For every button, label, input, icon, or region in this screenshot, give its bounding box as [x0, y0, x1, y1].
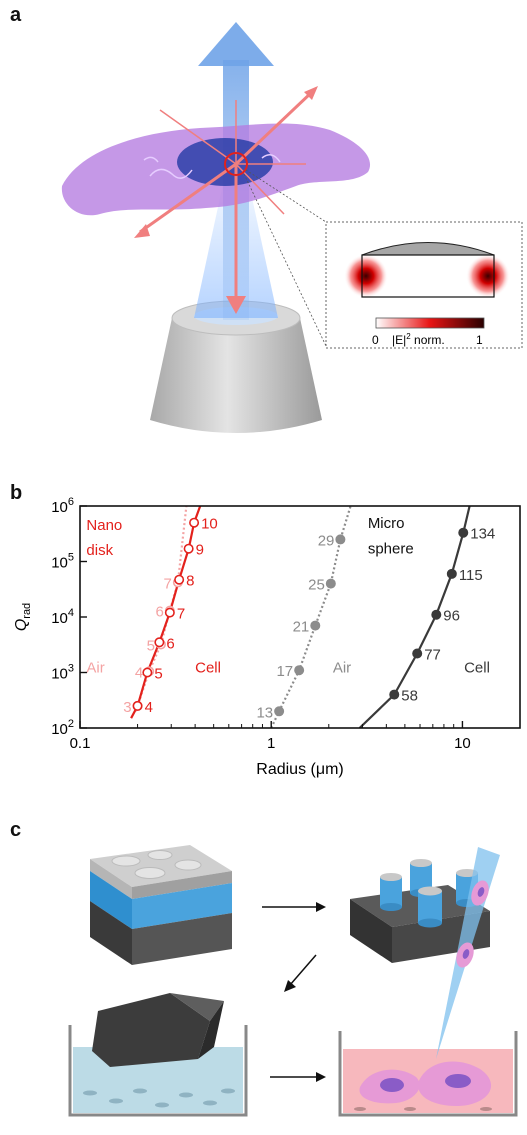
y-tick-label: 104 — [51, 607, 74, 627]
x-tick-label: 10 — [454, 735, 471, 752]
fabrication-steps-illustration — [68, 845, 518, 1117]
series-1-point — [154, 637, 165, 648]
panel-label-a: a — [10, 4, 22, 26]
series-2-point — [310, 620, 321, 631]
series-1-point — [132, 700, 143, 711]
y-tick-label: 102 — [51, 718, 74, 738]
chart-annotation: sphere — [368, 540, 414, 557]
series-3-point — [431, 609, 442, 620]
x-tick-label: 1 — [267, 735, 275, 752]
series-2-point-label: 13 — [256, 704, 273, 721]
panel-label-b: b — [10, 482, 23, 504]
x-axis-label: Radius (μm) — [256, 761, 343, 778]
chart-annotation: Air — [86, 660, 104, 677]
series-0-point-label: 3 — [123, 699, 131, 716]
series-3-point-label: 96 — [443, 608, 460, 625]
series-0-point-label: 5 — [147, 637, 155, 654]
series-3-point — [389, 689, 400, 700]
intensity-colorbar — [375, 317, 485, 329]
chart-annotation: Cell — [464, 660, 490, 677]
series-1-point-label: 4 — [145, 699, 153, 716]
series-1-point — [164, 607, 175, 618]
series-2-point — [294, 665, 305, 676]
series-2-point — [335, 534, 346, 545]
series-0-point-label: 4 — [135, 664, 143, 681]
series-1-point-label: 7 — [177, 606, 185, 623]
series-1-point-label: 8 — [186, 573, 194, 590]
optical-setup-illustration: 0 |E|2 norm. 1 — [61, 22, 523, 433]
series-3-point-label: 58 — [401, 688, 418, 705]
series-2-point-label: 29 — [318, 532, 335, 549]
panel-label-c: c — [10, 819, 22, 841]
series-1-point-label: 6 — [166, 635, 174, 652]
panel-a: a — [0, 0, 527, 470]
colorbar-label: |E|2 norm. — [392, 332, 445, 347]
series-3-point-label: 134 — [470, 526, 495, 543]
panel-b: b 3 4 5 6 7 4 5 6 7 8 9 10 13 17 21 25 29 58 77 96 115 134 Na… — [0, 478, 527, 798]
scattering-arrows — [134, 86, 318, 314]
cell-culture-dish — [338, 847, 518, 1117]
series-1-point-label: 10 — [201, 516, 218, 533]
y-tick-label: 103 — [51, 663, 74, 683]
series-2-point-label: 17 — [276, 663, 293, 680]
mode-profile-inset: 0 |E|2 norm. 1 — [325, 221, 523, 349]
series-0-point-label: 6 — [155, 604, 163, 621]
series-1-point-label: 5 — [154, 666, 162, 683]
series-1-point — [183, 543, 194, 554]
objective-lens — [150, 300, 322, 433]
series-1-point-label: 9 — [196, 542, 204, 559]
series-0-point-label: 7 — [164, 575, 172, 592]
wafer-stack — [90, 845, 232, 965]
series-2-point — [325, 578, 336, 589]
series-3-point-label: 115 — [459, 567, 483, 584]
series-3-point — [458, 527, 469, 538]
series-1-point — [189, 517, 200, 528]
series-2-point — [274, 706, 285, 717]
panel-c: c — [0, 815, 527, 1130]
laser-particle — [224, 152, 248, 176]
chart-annotation: Micro — [368, 515, 405, 532]
y-tick-label: 106 — [51, 496, 74, 516]
series-1-point — [174, 574, 185, 585]
release-bath — [68, 993, 248, 1117]
series-3-point — [412, 648, 423, 659]
series-2-point-label: 21 — [293, 619, 310, 636]
colorbar-min: 0 — [372, 333, 379, 347]
y-axis-label: Qrad — [13, 603, 33, 631]
y-tick-label: 105 — [51, 552, 74, 572]
series-1-point — [142, 667, 153, 678]
series-2-point-label: 25 — [308, 577, 325, 594]
x-tick-label: 0.1 — [70, 735, 91, 752]
chart-annotation: Air — [333, 660, 351, 677]
chart-annotation: Nano — [86, 517, 122, 534]
series-3-point-label: 77 — [424, 646, 441, 663]
colorbar-max: 1 — [476, 333, 483, 347]
chart-annotation: disk — [86, 542, 113, 559]
series-3-point — [446, 568, 457, 579]
step-arrow-2 — [289, 954, 317, 986]
chart-annotation: Cell — [195, 660, 221, 677]
cell — [61, 123, 371, 216]
